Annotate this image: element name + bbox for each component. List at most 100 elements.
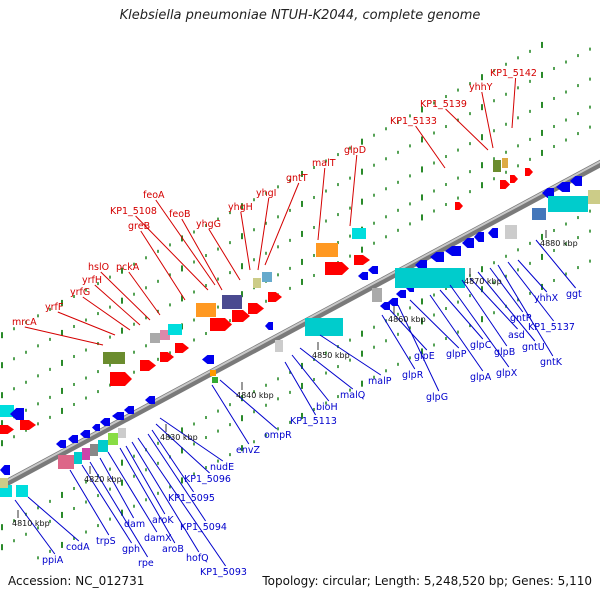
- gene-label-glpD: glpD: [344, 145, 366, 156]
- reverse-gene: [358, 272, 368, 280]
- gene-label-gntK: gntK: [540, 357, 563, 368]
- leader-line: [429, 294, 484, 372]
- leader-line: [155, 423, 210, 474]
- gene-label-glpG: glpG: [426, 392, 448, 403]
- leader-line: [397, 304, 440, 392]
- leader-line: [240, 211, 251, 271]
- forward-gene: [510, 175, 518, 183]
- gene-label-yhgH: yhgH: [228, 202, 253, 213]
- reverse-gene: [445, 246, 461, 256]
- leader-line: [317, 167, 326, 241]
- leader-line: [461, 279, 508, 347]
- gene-features: [0, 158, 600, 497]
- forward-gene: [20, 420, 36, 430]
- gene-block: [275, 340, 283, 352]
- gene-label-KP1_5093: KP1_5093: [200, 567, 247, 578]
- gene-block: [532, 208, 546, 220]
- gene-block: [90, 444, 98, 456]
- gene-label-yrfG: yrfG: [70, 287, 90, 298]
- leader-line: [14, 499, 56, 555]
- leader-line: [89, 461, 149, 558]
- leader-line: [81, 464, 133, 544]
- leader-line: [445, 108, 489, 151]
- topology-text: Topology: circular; Length: 5,248,520 bp…: [262, 574, 592, 588]
- gene-block: [58, 455, 74, 469]
- gene-label-ggt: ggt: [566, 289, 582, 300]
- gene-block: [493, 160, 501, 172]
- gene-block: [160, 330, 170, 340]
- gene-label-glpE: glpE: [414, 351, 435, 362]
- leader-line: [291, 354, 330, 402]
- reverse-gene: [430, 252, 444, 262]
- gene-label-malT: malT: [312, 158, 336, 169]
- gene-block: [316, 243, 338, 257]
- reverse-gene: [368, 266, 378, 274]
- kbp-label: 4880 kbp: [540, 239, 578, 248]
- leader-line: [159, 417, 224, 462]
- forward-gene: [268, 292, 282, 302]
- gene-label-KP1_5142: KP1_5142: [490, 68, 537, 79]
- leader-line: [94, 284, 141, 326]
- gene-label-glpC: glpC: [470, 340, 492, 351]
- leader-line: [507, 261, 554, 322]
- leader-line: [155, 199, 216, 286]
- gene-block: [352, 228, 366, 239]
- gene-label-glpB: glpB: [494, 347, 515, 358]
- reverse-gene: [68, 435, 78, 443]
- gene-label-KP1_5095: KP1_5095: [168, 493, 215, 504]
- leader-line: [299, 347, 354, 390]
- leader-line: [497, 264, 554, 357]
- leader-line: [131, 441, 200, 553]
- gene-label-KP1_5094: KP1_5094: [180, 522, 227, 533]
- gene-label-KP1_5113: KP1_5113: [290, 416, 337, 427]
- gene-label-yrfH: yrfH: [82, 275, 102, 286]
- reverse-gene: [542, 188, 554, 198]
- reverse-gene: [112, 412, 124, 420]
- gene-block: [212, 377, 218, 383]
- gene-label-feoA: feoA: [143, 190, 165, 201]
- reverse-gene: [388, 298, 398, 306]
- gene-block: [502, 158, 508, 168]
- forward-gene: [248, 303, 264, 314]
- gene-block: [196, 303, 216, 317]
- gene-label-bioH: bioH: [316, 402, 338, 413]
- gene-label-yhhY: yhhY: [469, 82, 493, 93]
- gene-block: [548, 196, 588, 212]
- reverse-gene: [265, 322, 273, 330]
- gene-label-hslO: hslO: [88, 262, 109, 273]
- gene-label-damX: damX: [144, 533, 172, 544]
- forward-gene: [354, 255, 370, 265]
- gene-label-glpP: glpP: [446, 349, 467, 360]
- gene-label-malP: malP: [368, 376, 392, 387]
- leader-line: [24, 326, 104, 346]
- reverse-gene: [415, 260, 427, 270]
- gene-block: [588, 190, 600, 204]
- leader-line: [99, 457, 135, 519]
- reverse-gene: [10, 408, 24, 420]
- kbp-label: 4850 kbp: [312, 351, 350, 360]
- gene-block: [0, 478, 8, 488]
- leader-line: [135, 215, 209, 291]
- kbp-label: 4840 kbp: [236, 391, 274, 400]
- gene-block: [222, 295, 242, 309]
- gene-label-yrfF: yrfF: [45, 302, 63, 313]
- leader-line: [151, 429, 195, 493]
- leader-line: [511, 77, 517, 129]
- leader-line: [219, 379, 278, 430]
- reverse-gene: [0, 465, 10, 475]
- gene-label-asd: asd: [508, 330, 525, 341]
- leader-line: [257, 197, 270, 271]
- forward-gene: [0, 425, 14, 434]
- reverse-gene: [145, 396, 155, 404]
- reverse-gene: [56, 440, 66, 448]
- reverse-gene: [556, 182, 570, 192]
- forward-gene: [525, 168, 533, 176]
- gene-label-KP1_5133: KP1_5133: [390, 116, 437, 127]
- leader-line: [125, 445, 166, 515]
- gene-block: [98, 440, 108, 452]
- reverse-gene: [380, 302, 390, 310]
- gene-label-yhhX: yhhX: [534, 293, 559, 304]
- leader-line: [181, 218, 223, 291]
